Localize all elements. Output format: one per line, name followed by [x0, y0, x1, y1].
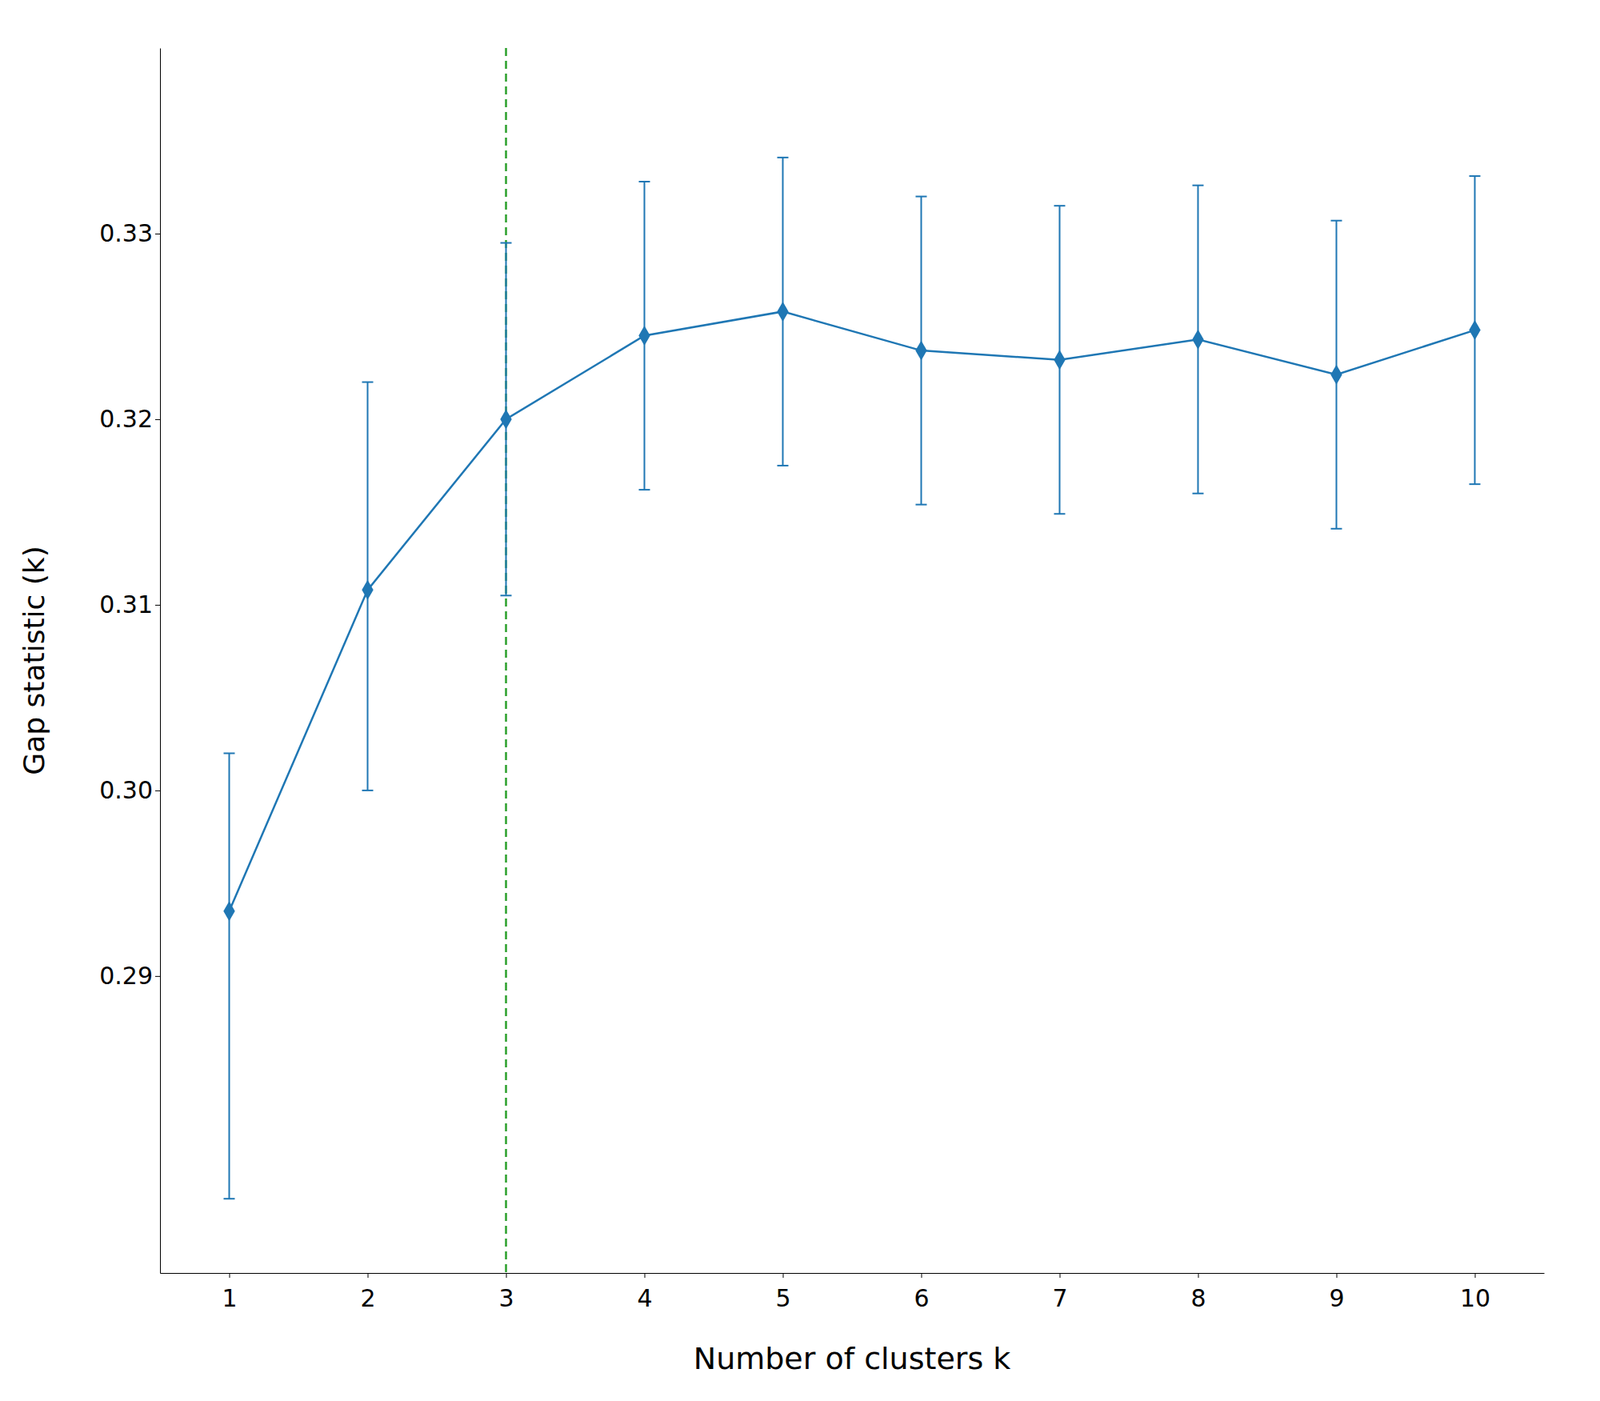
- error-bar-cap: [362, 789, 374, 792]
- error-bar: [639, 181, 651, 490]
- tick: 3: [498, 1272, 514, 1312]
- marker: [1192, 329, 1204, 350]
- error-bar-cap: [362, 381, 374, 384]
- error-bar-stem: [228, 752, 231, 1199]
- tick-mark: [155, 790, 160, 792]
- tick-label: 3: [498, 1284, 514, 1312]
- error-bar: [500, 243, 512, 596]
- error-bar-cap: [1054, 204, 1066, 207]
- error-bar-cap: [1331, 220, 1343, 222]
- tick-mark: [229, 1272, 231, 1278]
- x-axis: 1 2 3 4 5 6 7 8 9 10: [160, 1272, 1545, 1312]
- tick: 9: [1328, 1272, 1344, 1312]
- error-bar: [777, 157, 789, 466]
- marker: [638, 325, 650, 346]
- tick-label: 10: [1460, 1284, 1491, 1312]
- tick-mark: [506, 1272, 508, 1278]
- tick-mark: [921, 1272, 923, 1278]
- tick-label: 8: [1190, 1284, 1206, 1312]
- tick: 4: [636, 1272, 652, 1312]
- error-bar-cap: [1192, 492, 1204, 495]
- tick: 0.32: [99, 404, 160, 433]
- reference-line: [504, 48, 508, 1273]
- tick-mark: [368, 1272, 369, 1278]
- error-bar-cap: [777, 464, 789, 467]
- error-bar: [362, 382, 374, 791]
- tick-label: 4: [636, 1284, 652, 1312]
- error-bar-cap: [500, 594, 512, 596]
- marker: [361, 580, 373, 600]
- tick: 1: [221, 1272, 237, 1312]
- error-bar-cap: [916, 504, 928, 506]
- error-bar-cap: [1192, 184, 1204, 187]
- error-bar-cap: [777, 156, 789, 159]
- tick: 0.33: [99, 219, 160, 248]
- error-bar-cap: [224, 1197, 236, 1200]
- tick: 0.31: [99, 590, 160, 619]
- tick-mark: [155, 419, 160, 420]
- tick: 8: [1190, 1272, 1206, 1312]
- tick-label: 0.31: [99, 590, 153, 619]
- error-bar: [1054, 205, 1066, 514]
- tick-mark: [155, 976, 160, 977]
- error-bar: [1192, 185, 1204, 494]
- error-bar-cap: [1331, 528, 1343, 530]
- error-bar: [916, 196, 928, 505]
- line: [229, 311, 1476, 911]
- tick-mark: [644, 1272, 646, 1278]
- marker: [1468, 320, 1480, 340]
- error-bar-cap: [916, 196, 928, 198]
- error-bar-cap: [1054, 512, 1066, 515]
- marks: [223, 48, 1480, 1273]
- error-bar-cap: [1469, 175, 1481, 177]
- tick-label: 5: [775, 1284, 791, 1312]
- tick-label: 0.29: [99, 961, 153, 990]
- error-bar-cap: [639, 180, 651, 183]
- tick: 10: [1460, 1272, 1491, 1312]
- tick-mark: [1475, 1272, 1476, 1278]
- tick: 5: [775, 1272, 791, 1312]
- tick: 6: [913, 1272, 929, 1312]
- tick-mark: [1198, 1272, 1200, 1278]
- tick-label: 0.33: [99, 219, 153, 248]
- axis-line: [160, 48, 161, 1274]
- error-bar-cap: [1469, 483, 1481, 485]
- tick: 0.29: [99, 961, 160, 990]
- chart: 1 2 3 4 5 6 7 8 9 10 0.29 0.30 0.31 0.32 0.33 Number of…: [0, 0, 1600, 1401]
- tick: 0.30: [99, 776, 160, 804]
- tick-mark: [155, 604, 160, 606]
- tick: 7: [1052, 1272, 1068, 1312]
- tick-label: 9: [1328, 1284, 1344, 1312]
- marker: [915, 340, 927, 361]
- tick-label: 1: [221, 1284, 237, 1312]
- marker: [1053, 349, 1065, 370]
- marker: [500, 408, 512, 429]
- tick-mark: [1060, 1272, 1061, 1278]
- tick-label: 0.32: [99, 404, 153, 433]
- tick-mark: [1336, 1272, 1338, 1278]
- series: [223, 157, 1480, 1199]
- y-axis-title: Gap statistic (k): [17, 545, 51, 775]
- x-axis-title: Number of clusters k: [693, 1340, 1012, 1376]
- error-bar: [224, 752, 236, 1199]
- y-axis: 0.29 0.30 0.31 0.32 0.33: [99, 48, 160, 1274]
- error-bar-cap: [639, 488, 651, 491]
- tick-label: 0.30: [99, 776, 153, 804]
- error-bar-cap: [500, 242, 512, 244]
- marker: [776, 301, 788, 322]
- marker: [223, 900, 235, 921]
- tick-label: 2: [360, 1284, 376, 1312]
- tick-label: 6: [913, 1284, 929, 1312]
- tick-mark: [155, 233, 160, 235]
- marker: [1330, 364, 1342, 385]
- tick: 2: [360, 1272, 376, 1312]
- error-bar-cap: [224, 752, 236, 754]
- error-bar: [1331, 220, 1343, 529]
- tick-label: 7: [1052, 1284, 1068, 1312]
- tick-mark: [783, 1272, 784, 1278]
- plot: 1 2 3 4 5 6 7 8 9 10 0.29 0.30 0.31 0.32 0.33: [99, 48, 1544, 1312]
- error-bar: [1469, 176, 1481, 484]
